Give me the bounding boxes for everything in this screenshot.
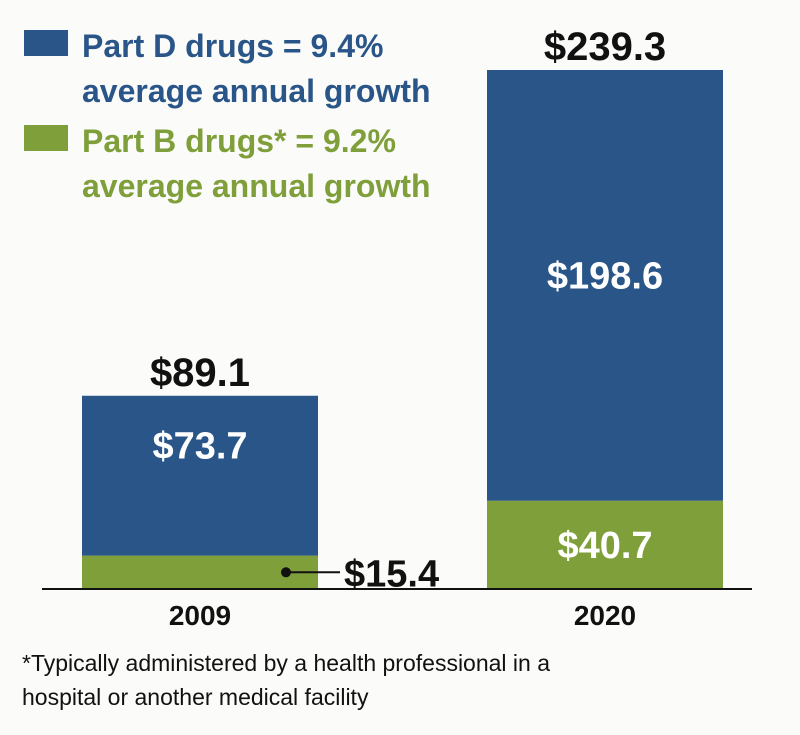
data-label-part-d-2009: $73.7	[152, 426, 247, 468]
legend-text-part-d-line-2: average annual growth	[82, 73, 431, 109]
footnote-line-2: hospital or another medical facility	[22, 684, 369, 710]
data-label-part-b-2020: $40.7	[557, 525, 652, 567]
legend-text-part-b-line-2: average annual growth	[82, 168, 431, 204]
legend-swatch-part-b	[24, 125, 68, 151]
total-label-2009: $89.1	[150, 351, 250, 395]
x-tick-label-2009: 2009	[169, 600, 231, 631]
bar-part-d-2009	[82, 395, 318, 556]
total-label-2020: $239.3	[544, 25, 666, 69]
bar-part-d-2020	[487, 70, 723, 501]
legend-swatch-part-d	[24, 30, 68, 56]
legend-text-part-b-line-1: Part B drugs* = 9.2%	[82, 123, 396, 159]
data-label-part-d-2020: $198.6	[547, 255, 663, 297]
legend-text-part-d-line-1: Part D drugs = 9.4%	[82, 28, 383, 64]
footnote: *Typically administered by a health prof…	[22, 646, 782, 714]
bar-part-b-2009	[82, 555, 318, 589]
x-tick-label-2020: 2020	[574, 600, 636, 631]
footnote-line-1: *Typically administered by a health prof…	[22, 650, 551, 676]
bar-part-b-2020	[487, 500, 723, 589]
